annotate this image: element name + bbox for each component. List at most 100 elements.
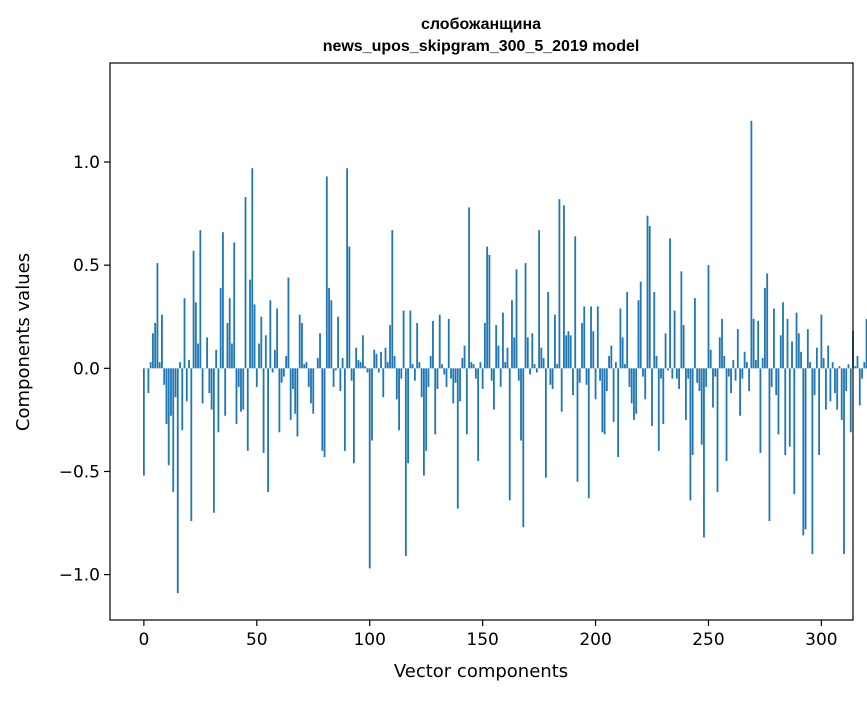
x-tick-label: 250 [692, 630, 724, 650]
bar [561, 368, 563, 411]
bar [520, 368, 522, 440]
bar [321, 368, 323, 451]
bar [251, 168, 253, 368]
bar [152, 333, 154, 368]
bar [793, 368, 795, 494]
y-tick-label: −1.0 [59, 566, 100, 586]
bar [423, 368, 425, 475]
bar [640, 282, 642, 369]
bar [741, 368, 743, 378]
bar [249, 280, 251, 369]
bar [389, 325, 391, 368]
bar [857, 356, 859, 368]
bar [820, 315, 822, 369]
bar [854, 366, 856, 368]
bar [703, 368, 705, 537]
bar [545, 368, 547, 477]
bar [565, 335, 567, 368]
bar [157, 263, 159, 368]
bar [771, 368, 773, 387]
bar [608, 356, 610, 368]
bar [827, 346, 829, 369]
bar [346, 168, 348, 368]
bar [592, 331, 594, 368]
bar [723, 356, 725, 368]
bar [769, 368, 771, 521]
bar [231, 344, 233, 369]
bar [601, 368, 603, 432]
bar [387, 362, 389, 368]
bar [642, 368, 644, 376]
bar [534, 364, 536, 368]
bar [766, 273, 768, 368]
bar [281, 368, 283, 382]
bar [647, 216, 649, 369]
bar [563, 205, 565, 368]
bar [154, 323, 156, 368]
chart-title-line2: news_upos_skipgram_300_5_2019 model [323, 38, 640, 55]
bar [509, 368, 511, 500]
bar [369, 368, 371, 568]
bar [464, 346, 466, 369]
bar [823, 358, 825, 368]
bar [839, 366, 841, 368]
bar [863, 362, 865, 368]
bar [811, 368, 813, 554]
bar [382, 368, 384, 397]
bar [807, 329, 809, 368]
bar [791, 342, 793, 369]
bar [750, 121, 752, 369]
bar [263, 368, 265, 453]
bar [732, 360, 734, 368]
bar [484, 323, 486, 368]
bar [418, 362, 420, 368]
bar [717, 368, 719, 492]
bar [199, 230, 201, 368]
bar [308, 368, 310, 387]
bar [726, 368, 728, 461]
bar [525, 263, 527, 368]
bar [660, 368, 662, 378]
bar [335, 368, 337, 370]
bar [353, 368, 355, 463]
bar [168, 368, 170, 465]
bar [278, 368, 280, 432]
bar [303, 364, 305, 368]
bar [800, 352, 802, 369]
bar [274, 350, 276, 369]
bar [705, 368, 707, 387]
bar [362, 335, 364, 368]
bar [764, 288, 766, 368]
bar [380, 352, 382, 369]
bar [441, 364, 443, 368]
y-tick-label: −0.5 [59, 462, 100, 482]
bar [394, 356, 396, 368]
y-tick-label: 1.0 [73, 153, 100, 173]
bar [220, 288, 222, 368]
bar [186, 368, 188, 401]
bar [222, 232, 224, 368]
bar [570, 335, 572, 368]
bar [238, 368, 240, 387]
bar [147, 368, 149, 393]
bar [470, 362, 472, 368]
bar [830, 368, 832, 401]
bar [665, 333, 667, 368]
bar [333, 368, 335, 387]
bar [412, 364, 414, 368]
bar [511, 300, 513, 368]
bar [342, 358, 344, 368]
bar [489, 255, 491, 368]
x-tick-label: 300 [805, 630, 837, 650]
bar [755, 360, 757, 368]
bar [195, 302, 197, 368]
bar [355, 348, 357, 369]
bar [692, 368, 694, 455]
bar [834, 368, 836, 393]
bar [206, 337, 208, 368]
bar [701, 368, 703, 444]
bar [229, 298, 231, 368]
x-axis-label: Vector components [394, 661, 568, 682]
bar [836, 368, 838, 409]
bar [326, 176, 328, 368]
